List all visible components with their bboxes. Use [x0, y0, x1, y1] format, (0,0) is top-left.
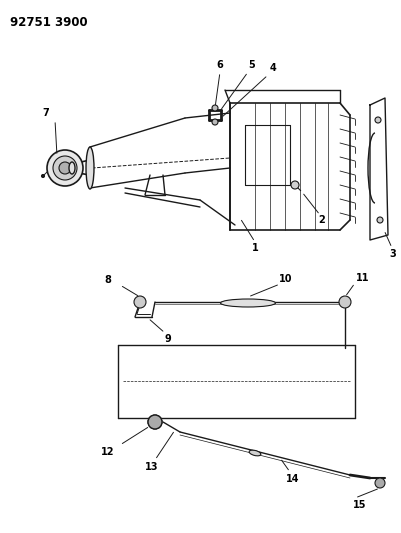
Ellipse shape — [86, 147, 94, 189]
Text: 5: 5 — [248, 60, 255, 70]
Circle shape — [211, 119, 217, 125]
Circle shape — [148, 415, 162, 429]
Circle shape — [53, 156, 77, 180]
Circle shape — [376, 217, 382, 223]
Circle shape — [374, 478, 384, 488]
Circle shape — [47, 150, 83, 186]
Circle shape — [134, 296, 146, 308]
Text: 8: 8 — [104, 275, 111, 285]
Text: 2: 2 — [318, 215, 324, 225]
Text: 4: 4 — [269, 63, 276, 73]
Circle shape — [211, 105, 217, 111]
Circle shape — [148, 415, 162, 429]
Text: 15: 15 — [352, 500, 366, 510]
Ellipse shape — [220, 299, 275, 307]
Text: 3: 3 — [389, 249, 395, 259]
Text: 14: 14 — [286, 474, 299, 484]
Text: 13: 13 — [145, 462, 158, 472]
Text: 9: 9 — [164, 334, 171, 344]
Text: 6: 6 — [216, 60, 223, 70]
Text: 10: 10 — [279, 274, 292, 284]
Circle shape — [41, 174, 45, 177]
Circle shape — [290, 181, 298, 189]
Text: 11: 11 — [355, 273, 369, 283]
Circle shape — [374, 117, 380, 123]
Ellipse shape — [69, 162, 75, 174]
Text: 92751 3900: 92751 3900 — [10, 16, 87, 29]
Text: 12: 12 — [101, 447, 114, 457]
Ellipse shape — [249, 450, 260, 456]
Text: 1: 1 — [251, 243, 258, 253]
Circle shape — [338, 296, 350, 308]
Text: 7: 7 — [43, 108, 49, 118]
Circle shape — [59, 162, 71, 174]
